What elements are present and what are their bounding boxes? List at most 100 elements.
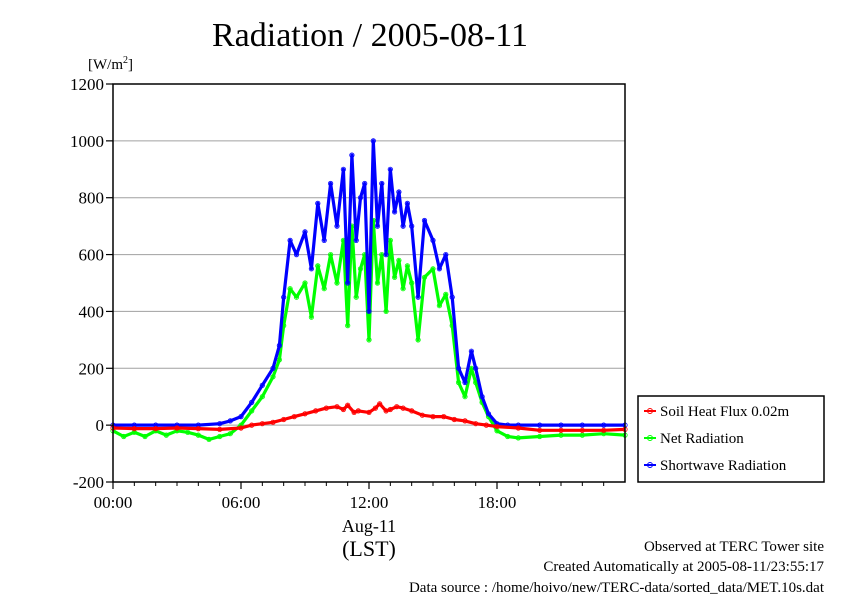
data-point	[340, 406, 346, 413]
data-point	[451, 416, 457, 423]
series-line	[112, 218, 626, 441]
data-point	[394, 404, 400, 410]
data-point	[374, 223, 381, 229]
data-point	[308, 266, 314, 272]
x-tick-label: 00:00	[94, 493, 133, 512]
footer-data-source: Data source : /home/hoivo/new/TERC-data/…	[409, 580, 825, 595]
legend-marker	[647, 435, 653, 441]
data-point	[383, 252, 389, 258]
data-point	[195, 425, 201, 432]
data-point	[293, 252, 300, 258]
data-point	[515, 435, 521, 441]
data-point	[249, 399, 255, 405]
data-point	[238, 425, 244, 431]
data-point	[436, 266, 442, 272]
data-point	[372, 405, 378, 411]
data-point	[340, 166, 346, 172]
data-point	[449, 294, 455, 300]
data-point	[345, 280, 351, 286]
data-point	[505, 433, 511, 440]
data-point	[259, 382, 265, 388]
data-point	[321, 286, 327, 292]
data-point	[259, 421, 265, 427]
data-point	[323, 405, 329, 411]
data-point	[238, 413, 244, 420]
y-tick-label: 200	[79, 359, 105, 378]
data-point	[334, 280, 340, 286]
data-point	[185, 429, 191, 435]
data-point	[601, 422, 607, 428]
series-line	[113, 139, 625, 427]
data-point	[404, 200, 410, 206]
series-layer	[110, 138, 628, 442]
x-tick-label: 18:00	[478, 493, 517, 512]
footer-observed: Observed at TERC Tower site	[644, 539, 824, 555]
y-axis-unit: [W/m2]	[88, 55, 133, 73]
data-point	[387, 166, 393, 172]
data-point	[462, 379, 468, 386]
data-point	[443, 291, 449, 297]
data-point	[419, 412, 425, 418]
legend-item: Soil Heat Flux 0.02m	[644, 404, 790, 420]
data-point	[421, 274, 428, 280]
data-point	[334, 404, 340, 410]
data-point	[537, 422, 543, 428]
x-axis-timezone-label: (LST)	[342, 536, 396, 561]
data-point	[281, 294, 287, 300]
data-point	[142, 433, 148, 440]
data-point	[473, 421, 479, 427]
y-tick-label: 400	[79, 302, 105, 321]
legend-label: Net Radiation	[660, 431, 744, 447]
series-soil-heat-flux-0-02m	[110, 401, 628, 433]
legend-marker	[647, 408, 653, 414]
data-point	[276, 342, 282, 349]
data-point	[579, 427, 585, 433]
data-point	[409, 408, 415, 414]
legend-label: Soil Heat Flux 0.02m	[660, 404, 790, 420]
data-point	[485, 411, 492, 417]
data-point	[249, 408, 255, 414]
x-tick-label: 12:00	[350, 493, 389, 512]
data-point	[537, 433, 543, 440]
data-point	[353, 237, 359, 243]
data-point	[409, 223, 415, 229]
data-point	[259, 394, 265, 400]
data-point	[515, 425, 521, 431]
data-point	[227, 418, 233, 424]
data-point	[313, 408, 319, 414]
data-point	[249, 422, 255, 428]
data-point	[287, 237, 293, 243]
data-point	[430, 413, 436, 420]
data-point	[302, 280, 308, 286]
data-point	[462, 418, 468, 424]
data-point	[404, 263, 410, 269]
data-point	[195, 432, 201, 438]
y-tick-label: 800	[79, 189, 105, 208]
data-point	[409, 280, 415, 286]
legend-marker	[647, 462, 653, 468]
data-point	[321, 237, 327, 243]
data-point	[276, 357, 282, 363]
y-tick-label: 1200	[70, 75, 104, 94]
data-point	[468, 348, 474, 354]
chart-title: Radiation / 2005-08-11	[212, 17, 528, 54]
data-point	[396, 257, 402, 263]
data-point	[345, 322, 351, 329]
data-point	[462, 394, 468, 400]
data-point	[455, 365, 462, 371]
data-point	[366, 337, 372, 343]
footer-created: Created Automatically at 2005-08-11/23:5…	[543, 559, 824, 575]
data-point	[217, 421, 223, 427]
legend: Soil Heat Flux 0.02m Net Radiation Shortwa…	[637, 395, 825, 483]
data-point	[353, 294, 359, 300]
data-point	[436, 303, 442, 309]
data-point	[121, 433, 127, 440]
data-point	[206, 436, 212, 442]
data-point	[415, 294, 421, 300]
series-net-radiation	[110, 217, 628, 442]
x-axis-date-label: Aug-11	[342, 516, 396, 536]
data-point	[315, 200, 321, 206]
data-point	[291, 413, 297, 420]
data-point	[537, 427, 543, 433]
data-point	[327, 252, 334, 258]
